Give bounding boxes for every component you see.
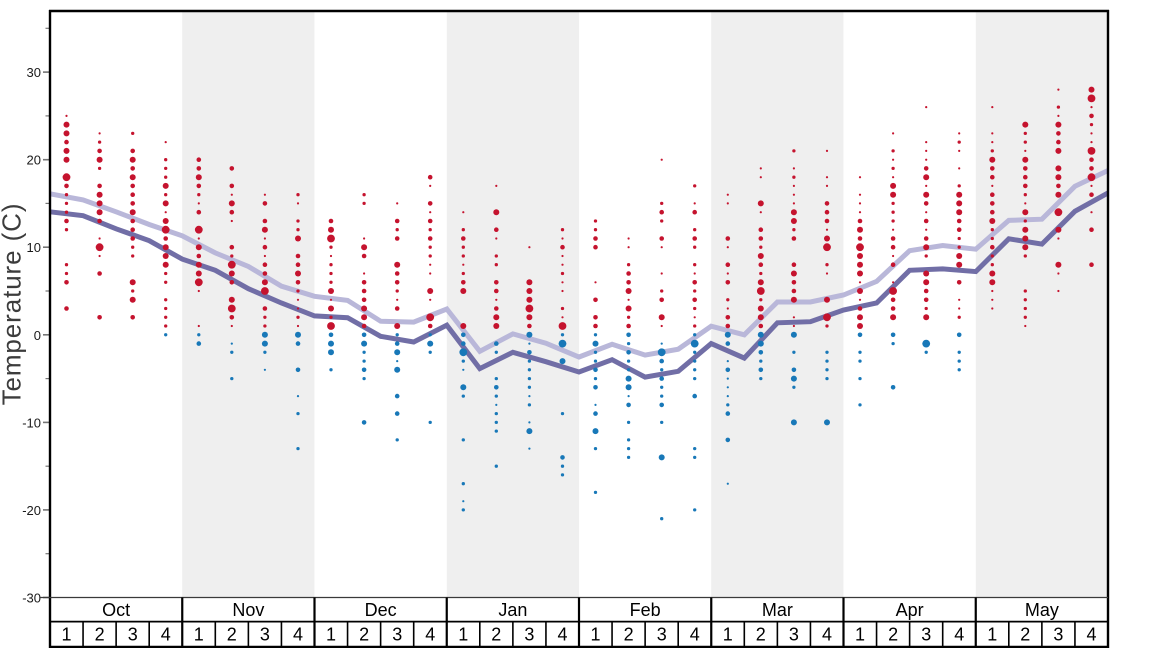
svg-text:20: 20	[27, 153, 41, 168]
svg-text:4: 4	[557, 624, 567, 644]
svg-text:2: 2	[491, 624, 501, 644]
svg-text:1: 1	[458, 624, 468, 644]
svg-text:4: 4	[954, 624, 964, 644]
svg-text:3: 3	[392, 624, 402, 644]
svg-text:2: 2	[95, 624, 105, 644]
svg-text:Mar: Mar	[762, 600, 793, 620]
svg-text:3: 3	[524, 624, 534, 644]
svg-text:10: 10	[27, 240, 41, 255]
svg-text:1: 1	[987, 624, 997, 644]
svg-text:May: May	[1025, 600, 1059, 620]
svg-text:-20: -20	[22, 503, 41, 518]
svg-text:Jan: Jan	[498, 600, 527, 620]
svg-text:4: 4	[161, 624, 171, 644]
svg-text:3: 3	[657, 624, 667, 644]
svg-text:Oct: Oct	[102, 600, 130, 620]
svg-text:1: 1	[855, 624, 865, 644]
svg-text:Dec: Dec	[365, 600, 397, 620]
svg-text:Nov: Nov	[232, 600, 264, 620]
svg-text:4: 4	[425, 624, 435, 644]
svg-text:-30: -30	[22, 591, 41, 606]
svg-text:2: 2	[227, 624, 237, 644]
svg-text:2: 2	[756, 624, 766, 644]
svg-text:4: 4	[690, 624, 700, 644]
svg-text:4: 4	[293, 624, 303, 644]
svg-text:3: 3	[921, 624, 931, 644]
svg-text:Temperature (C): Temperature (C)	[0, 203, 27, 406]
svg-text:3: 3	[128, 624, 138, 644]
svg-text:3: 3	[789, 624, 799, 644]
svg-text:4: 4	[1086, 624, 1096, 644]
svg-text:Feb: Feb	[630, 600, 661, 620]
svg-text:1: 1	[194, 624, 204, 644]
svg-text:3: 3	[1053, 624, 1063, 644]
svg-text:2: 2	[1020, 624, 1030, 644]
svg-text:30: 30	[27, 65, 41, 80]
svg-text:1: 1	[326, 624, 336, 644]
svg-text:1: 1	[723, 624, 733, 644]
svg-text:0: 0	[34, 328, 41, 343]
svg-text:2: 2	[624, 624, 634, 644]
svg-text:3: 3	[260, 624, 270, 644]
svg-text:Apr: Apr	[896, 600, 924, 620]
svg-text:-10: -10	[22, 415, 41, 430]
svg-text:1: 1	[61, 624, 71, 644]
svg-text:2: 2	[888, 624, 898, 644]
svg-text:4: 4	[822, 624, 832, 644]
svg-text:1: 1	[590, 624, 600, 644]
svg-text:2: 2	[359, 624, 369, 644]
